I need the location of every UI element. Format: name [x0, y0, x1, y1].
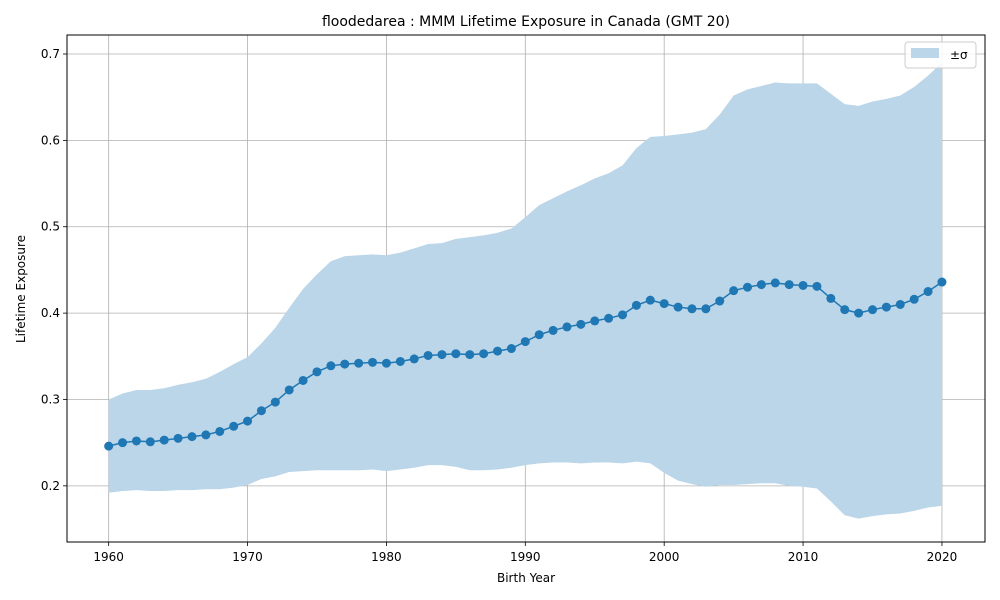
- x-axis-label: Birth Year: [497, 571, 555, 585]
- y-axis: 0.2 0.3 0.4 0.5 0.6 0.7: [41, 47, 67, 493]
- data-point: [756, 280, 766, 290]
- data-point: [368, 357, 378, 367]
- x-tick-label: 1990: [510, 550, 541, 564]
- data-point: [173, 433, 183, 443]
- data-point: [534, 330, 544, 340]
- data-point: [770, 278, 780, 288]
- data-point: [812, 281, 822, 291]
- data-point: [104, 441, 114, 451]
- data-point: [493, 346, 503, 356]
- data-point: [743, 282, 753, 292]
- x-tick-label: 2000: [649, 550, 680, 564]
- data-point: [326, 361, 336, 371]
- data-point: [826, 293, 836, 303]
- data-point: [868, 305, 878, 315]
- chart-title: floodedarea : MMM Lifetime Exposure in C…: [322, 14, 730, 30]
- data-point: [145, 437, 155, 447]
- data-point: [229, 421, 239, 431]
- data-point: [645, 295, 655, 305]
- data-point: [715, 296, 725, 306]
- data-point: [937, 277, 947, 287]
- data-point: [256, 406, 266, 416]
- x-tick-label: 2010: [788, 550, 819, 564]
- x-tick-label: 1970: [232, 550, 263, 564]
- x-tick-label: 1960: [93, 550, 124, 564]
- data-point: [354, 358, 364, 368]
- data-point: [451, 349, 461, 359]
- data-point: [881, 302, 891, 312]
- data-point: [215, 426, 225, 436]
- data-point: [118, 438, 128, 448]
- data-point: [590, 316, 600, 326]
- legend-swatch-band: [911, 48, 939, 58]
- data-point: [895, 299, 905, 309]
- x-tick-label: 1980: [371, 550, 402, 564]
- data-point: [243, 416, 253, 426]
- sigma-band-layer: [108, 62, 942, 519]
- data-point: [409, 354, 419, 364]
- data-point: [437, 350, 447, 360]
- y-tick-label: 0.2: [41, 479, 60, 493]
- data-point: [798, 280, 808, 290]
- data-point: [784, 280, 794, 290]
- data-point: [381, 358, 391, 368]
- y-tick-label: 0.6: [41, 133, 60, 147]
- data-point: [520, 337, 530, 347]
- data-point: [159, 435, 169, 445]
- data-point: [187, 432, 197, 442]
- legend-label-band: ±σ: [950, 48, 968, 62]
- data-point: [840, 305, 850, 315]
- data-point: [479, 349, 489, 359]
- y-tick-label: 0.7: [41, 47, 60, 61]
- series-points-layer: [104, 277, 947, 451]
- data-point: [687, 304, 697, 314]
- data-point: [423, 350, 433, 360]
- plot-frame: [66, 34, 986, 543]
- data-point: [604, 313, 614, 323]
- data-point: [312, 367, 322, 377]
- x-tick-label: 2020: [927, 550, 958, 564]
- data-point: [659, 299, 669, 309]
- y-tick-label: 0.4: [41, 306, 60, 320]
- data-point: [576, 319, 586, 329]
- data-point: [506, 344, 516, 354]
- data-point: [618, 310, 628, 320]
- data-point: [340, 359, 350, 369]
- data-point: [909, 294, 919, 304]
- data-point: [465, 350, 475, 360]
- y-axis-label: Lifetime Exposure: [14, 235, 28, 343]
- data-point: [673, 302, 683, 312]
- data-point: [131, 436, 141, 446]
- data-point: [201, 430, 211, 440]
- data-point: [298, 375, 308, 385]
- data-point: [729, 286, 739, 296]
- data-point: [395, 356, 405, 366]
- data-point: [562, 322, 572, 332]
- data-point: [270, 397, 280, 407]
- data-point: [854, 308, 864, 318]
- data-point: [548, 325, 558, 335]
- x-axis: 1960 1970 1980 1990 2000 2010 2020: [93, 542, 957, 564]
- y-tick-label: 0.3: [41, 392, 60, 406]
- data-point: [631, 300, 641, 310]
- sigma-band: [108, 62, 942, 519]
- y-tick-label: 0.5: [41, 220, 60, 234]
- data-point: [284, 385, 294, 395]
- data-point: [701, 304, 711, 314]
- legend: ±σ: [904, 41, 977, 69]
- data-point: [923, 287, 933, 297]
